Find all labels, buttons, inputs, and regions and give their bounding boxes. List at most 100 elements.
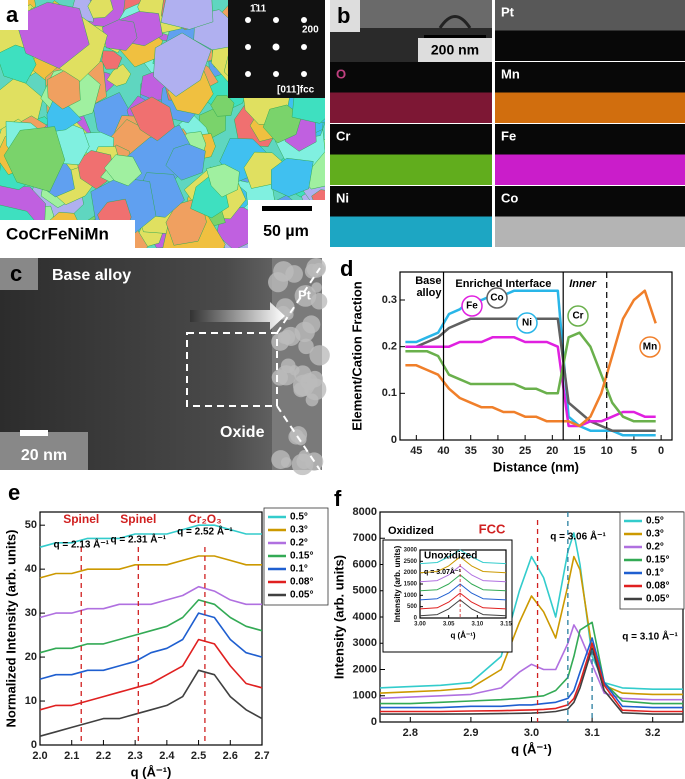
series-line (39, 638, 263, 711)
panel-label: d (340, 256, 353, 281)
spot-label: 1̄11 (250, 4, 267, 15)
x-axis-title: q (Å⁻¹) (511, 741, 552, 756)
grain (3, 126, 66, 192)
zone-axis: [011]fcc (277, 85, 315, 96)
pt-particle (298, 338, 314, 355)
scale-label: 50 µm (263, 223, 309, 240)
y-tick-label: 5000 (353, 585, 377, 597)
sample-name: CoCrFeNiMn (6, 224, 109, 243)
pt-particles (268, 257, 330, 476)
grain (106, 63, 132, 87)
legend-label: 0.08° (646, 581, 669, 592)
x-tick-label: 3.2 (645, 727, 660, 739)
grain (14, 1, 90, 69)
grain (87, 0, 114, 19)
legend-label: 0.5° (646, 516, 664, 527)
grain (104, 154, 142, 187)
y-tick-label: 40 (25, 563, 37, 575)
map-band (495, 216, 685, 247)
phase-label: FCC (479, 521, 506, 536)
y-tick-label: 0.2 (382, 341, 397, 353)
map-band (330, 92, 492, 123)
map-label: Mn (501, 66, 520, 81)
eds-maps: Pt O Mn Cr Fe Ni Co (330, 0, 685, 247)
element-marker (486, 287, 508, 309)
scale-label: 20 nm (21, 447, 67, 464)
pt-particle (285, 265, 303, 283)
x-tick-label: 0 (658, 445, 664, 457)
spot-label: 200 (302, 25, 319, 36)
element-marker (461, 295, 483, 317)
y-tick-label: 0 (31, 739, 37, 751)
x-tick-label: 2.2 (96, 750, 111, 762)
x-tick-label: 15 (573, 445, 585, 457)
pt-particle (294, 365, 312, 383)
pt-particle (268, 272, 289, 293)
x-tick-label: 45 (410, 445, 422, 457)
phase-label: Spinel (120, 512, 156, 526)
series-line (39, 524, 262, 548)
legend-label: 0.1° (646, 568, 664, 579)
series-line (380, 621, 683, 705)
y-tick-label: 1000 (353, 690, 377, 702)
y-tick-label: 4000 (353, 611, 377, 623)
legend-label: 0.3° (646, 529, 664, 540)
y-tick-label: 0 (371, 716, 377, 728)
grain (206, 163, 240, 198)
x-tick-label: 30 (492, 445, 504, 457)
element-marker (567, 305, 589, 327)
series-line (39, 555, 262, 579)
pt-particle (302, 315, 321, 334)
y-tick-label: 7000 (353, 532, 377, 544)
scale-bar (262, 206, 312, 211)
y-tick-label: 10 (25, 695, 37, 707)
y-tick-label: 3000 (404, 548, 418, 554)
arrow (190, 302, 285, 330)
map-label: O (336, 66, 346, 81)
pt-particle (309, 345, 330, 366)
grain (153, 32, 212, 97)
region-label: Oxide (220, 424, 265, 441)
legend-label: 0.1° (290, 564, 308, 575)
x-tick-label: 3.05 (443, 622, 455, 628)
y-tick-label: 1500 (404, 582, 418, 588)
y-axis-title: Normalized Intensity (arb. units) (3, 530, 18, 728)
map-label: Pt (501, 4, 515, 19)
x-tick-label: 35 (465, 445, 477, 457)
map-band (495, 0, 685, 31)
grain (165, 143, 206, 181)
series-line (39, 669, 263, 737)
x-tick-label: 3.15 (500, 622, 512, 628)
peak-label: q = 2.13 Å⁻¹ (53, 538, 109, 551)
scale-label: 200 nm (431, 42, 479, 58)
pt-particle (271, 450, 291, 469)
panel-label: c (10, 261, 22, 286)
y-tick-label: 0 (414, 616, 418, 622)
map-label: Ni (336, 190, 349, 205)
pt-particle (280, 358, 296, 374)
y-tick-label: 2000 (404, 570, 418, 576)
x-tick-label: 10 (601, 445, 613, 457)
inset-group-label: Oxidized (388, 525, 434, 537)
x-tick-label: 2.6 (223, 750, 238, 762)
series-line (380, 637, 683, 709)
region-label: Inner (569, 278, 597, 290)
sample-box (0, 220, 135, 248)
x-tick-label: 2.4 (159, 750, 175, 762)
x-tick-label: 3.0 (524, 727, 539, 739)
scale-bar (20, 430, 48, 436)
legend-label: 0.15° (290, 551, 313, 562)
tem-bump (438, 15, 472, 29)
pt-particle (305, 393, 319, 407)
legend-label: 0.2° (290, 538, 308, 549)
x-tick-label: 2.7 (254, 750, 269, 762)
panel-label: b (337, 3, 350, 28)
plot-frame (39, 511, 263, 746)
pt-particle (281, 326, 301, 347)
legend-label: 0.15° (646, 555, 669, 566)
plot-frame (419, 549, 507, 619)
scale-box (418, 38, 492, 62)
x-axis-title: q (Å⁻¹) (450, 631, 475, 640)
y-tick-label: 50 (25, 519, 37, 531)
x-tick-label: 2.1 (64, 750, 79, 762)
